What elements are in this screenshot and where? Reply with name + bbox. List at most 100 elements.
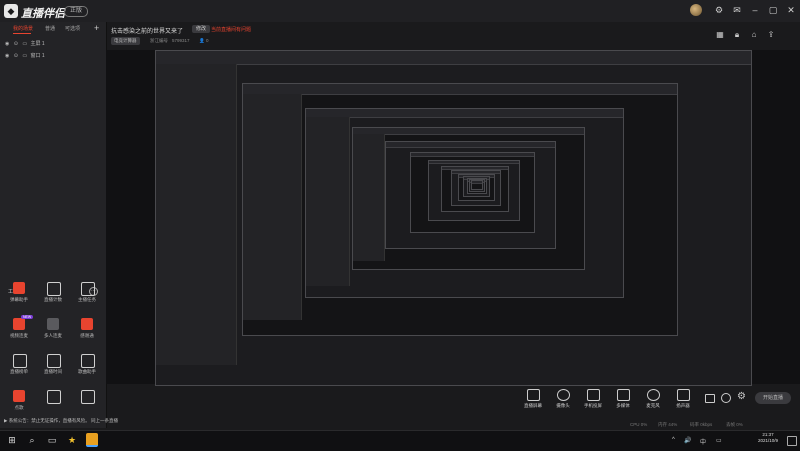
tool-icon bbox=[13, 354, 27, 368]
toolbox-item[interactable]: 多人连麦 bbox=[38, 318, 68, 344]
control-label: 直播屏幕 bbox=[524, 403, 542, 408]
lock-icon[interactable]: ⊙ bbox=[13, 41, 18, 47]
add-scene-button[interactable]: + bbox=[94, 23, 100, 33]
settings-icon[interactable]: ⚙ bbox=[737, 391, 746, 402]
category-chip[interactable]: 电竞计算器 bbox=[111, 37, 140, 45]
control-label: 扬声器 bbox=[676, 403, 690, 408]
frame-side-panel bbox=[306, 116, 351, 287]
notification-icon[interactable] bbox=[787, 436, 797, 446]
tool-icon bbox=[13, 390, 25, 402]
toolbox-item[interactable]: 感谢通 bbox=[72, 318, 102, 344]
windows-start-icon[interactable]: ⊞ bbox=[8, 435, 16, 445]
title-bar: ◆ 直播伴侣 正版 ⚙ ✉ – ▢ ✕ bbox=[0, 0, 800, 22]
avatar[interactable] bbox=[690, 4, 702, 16]
tab-scenes[interactable]: 我的场景 bbox=[13, 26, 34, 32]
volume-icon[interactable]: 🔊 bbox=[684, 438, 692, 444]
toolbox-item[interactable]: NEW 视频连麦 bbox=[4, 315, 34, 344]
room-id: 5799317 bbox=[172, 38, 190, 43]
mic-icon bbox=[647, 389, 660, 401]
ime-indicator[interactable]: 中 bbox=[700, 440, 707, 446]
frame-title-bar bbox=[306, 109, 624, 118]
tool-label: 多人连麦 bbox=[44, 333, 62, 338]
phone-icon bbox=[587, 389, 600, 401]
tool-label: 歌曲助手 bbox=[78, 369, 96, 374]
tool-icon bbox=[13, 282, 25, 294]
tool-label: 直播榜单 bbox=[10, 369, 28, 374]
tool-label: 直播计数 bbox=[44, 297, 62, 302]
record-icon[interactable] bbox=[705, 394, 715, 403]
clock-time: 21:37 bbox=[762, 432, 774, 437]
live-companion-taskbar-icon[interactable] bbox=[86, 433, 98, 447]
task-view-icon[interactable]: ▭ bbox=[47, 435, 57, 445]
person-icon: 👤 bbox=[199, 38, 205, 43]
source-item[interactable]: ◉ ⊙ ▭ 主屏 1 bbox=[5, 40, 45, 49]
tool-icon bbox=[47, 390, 61, 404]
app-logo-icon: ◆ bbox=[4, 4, 18, 18]
frame-title-bar bbox=[428, 160, 519, 165]
tool-icon bbox=[47, 282, 61, 296]
app-name: 直播伴侣 bbox=[21, 8, 65, 20]
toolbox-item[interactable]: 直播榜单 bbox=[4, 354, 34, 380]
toolbox-item[interactable]: 歌曲助手 bbox=[72, 354, 102, 380]
maximize-icon[interactable]: ▢ bbox=[768, 5, 778, 15]
tab-options[interactable]: 可选项 bbox=[65, 26, 81, 32]
start-live-button[interactable]: 开始直播 bbox=[755, 392, 791, 404]
grid-icon[interactable]: ▦ bbox=[716, 30, 724, 39]
source-item[interactable]: ◉ ⊙ ▭ 窗口 1 bbox=[5, 52, 45, 61]
star-app-icon[interactable]: ★ bbox=[67, 435, 77, 445]
frame-title-bar bbox=[386, 142, 556, 148]
control-label: 多媒体 bbox=[616, 403, 630, 408]
toolbox-item[interactable]: 弹幕助手 bbox=[4, 282, 34, 308]
media-icon bbox=[617, 389, 630, 401]
toolbox-item[interactable]: 点歌 bbox=[4, 390, 34, 416]
frame-title-bar bbox=[156, 51, 751, 66]
recursive-preview-frame bbox=[471, 180, 484, 191]
viewer-count: 0 bbox=[206, 38, 209, 43]
tool-label: 主播任务 bbox=[78, 297, 96, 302]
eye-icon[interactable]: ◉ bbox=[5, 41, 10, 47]
active-tab-indicator bbox=[13, 33, 31, 34]
toolbox-item[interactable]: 直播计数 bbox=[38, 282, 68, 308]
share-icon[interactable]: ⇪ bbox=[767, 30, 775, 39]
lock-icon[interactable]: ⊙ bbox=[13, 53, 18, 59]
cpu-stat: CPU 0% bbox=[630, 422, 648, 427]
room-title[interactable]: 抗击感染之前的世界又来了 bbox=[111, 29, 184, 35]
tray-expand-icon[interactable]: ^ bbox=[672, 437, 675, 443]
tool-icon bbox=[81, 318, 93, 330]
close-icon[interactable]: ✕ bbox=[787, 5, 795, 15]
toolbox-item[interactable]: 主播任务 bbox=[72, 282, 102, 308]
lock-icon[interactable]: 🔒︎ bbox=[734, 30, 740, 39]
search-icon[interactable]: ⌕ bbox=[29, 435, 35, 445]
monitor-icon: ▭ bbox=[22, 41, 28, 47]
toolbox-item[interactable] bbox=[72, 390, 102, 416]
preview-canvas[interactable] bbox=[106, 50, 800, 386]
version-badge[interactable]: 正版 bbox=[64, 6, 89, 17]
toolbox-item[interactable]: 直播时间 bbox=[38, 354, 68, 380]
taskbar-clock[interactable]: 21:37 2021/10/9 bbox=[755, 432, 781, 444]
speaker-icon bbox=[677, 389, 690, 401]
toolbox-item[interactable] bbox=[38, 390, 68, 416]
eye-icon[interactable]: ◉ bbox=[5, 53, 10, 59]
frame-side-panel bbox=[242, 94, 303, 320]
frame-side-panel bbox=[156, 64, 238, 365]
mail-icon[interactable]: ✉ bbox=[733, 5, 741, 15]
clock-icon[interactable] bbox=[721, 393, 731, 403]
tab-normal[interactable]: 普通 bbox=[45, 26, 56, 32]
tool-icon bbox=[13, 318, 25, 330]
minimize-icon[interactable]: – bbox=[752, 5, 758, 15]
network-icon[interactable]: ▭ bbox=[716, 438, 722, 444]
source-label: 主屏 1 bbox=[30, 41, 45, 47]
source-label: 窗口 1 bbox=[30, 53, 45, 59]
room-id-label: 浙江编号 bbox=[150, 38, 168, 43]
tool-label: 直播时间 bbox=[44, 369, 62, 374]
tool-icon bbox=[81, 282, 95, 296]
frame-side-panel bbox=[352, 133, 385, 261]
frame-title-bar bbox=[442, 166, 508, 170]
tool-label: 点歌 bbox=[14, 405, 24, 410]
edit-title-button[interactable]: 修改 bbox=[192, 25, 211, 33]
camera-icon bbox=[557, 389, 570, 401]
system-notice[interactable]: ▶ 系统公告：禁止无证操作，直播有风险。 同上一条直播 bbox=[4, 418, 118, 423]
gear-icon[interactable]: ⚙ bbox=[714, 5, 724, 15]
home-icon[interactable]: ⌂ bbox=[751, 30, 757, 39]
tool-icon bbox=[47, 354, 61, 368]
